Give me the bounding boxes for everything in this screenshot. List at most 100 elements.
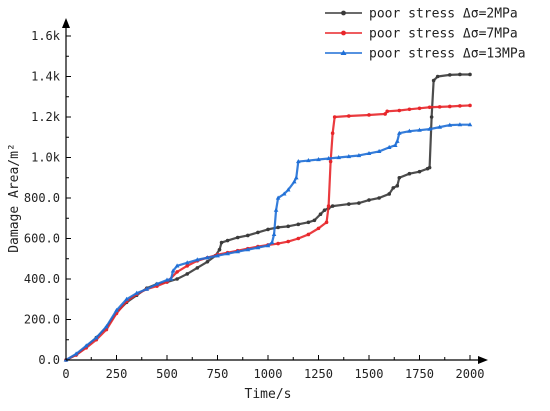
data-point — [225, 251, 230, 256]
data-point — [386, 144, 392, 149]
data-point — [175, 277, 179, 281]
data-point — [366, 150, 372, 156]
data-point — [281, 191, 287, 196]
legend-label: poor stress Δσ=2MPa — [369, 7, 518, 22]
series-1 — [64, 72, 472, 362]
data-point — [104, 324, 109, 329]
x-tick-label: 500 — [156, 367, 178, 381]
data-point — [286, 239, 291, 244]
data-point — [427, 105, 432, 110]
ticks-layer: 0 250 500 750 1000 1250 1500 1750 2000 0.0 200.0 40… — [24, 29, 485, 381]
y-axis-label: Damage Area/m² — [7, 143, 22, 253]
x-axis-label: Time/s — [245, 387, 292, 402]
data-point — [326, 156, 331, 161]
data-point — [435, 74, 440, 79]
data-point — [383, 112, 387, 116]
y-tick-label: 600.0 — [24, 232, 60, 246]
data-point — [306, 158, 311, 163]
data-point — [467, 122, 473, 127]
data-point — [437, 105, 442, 109]
axes-layer — [62, 18, 488, 364]
data-point — [273, 207, 279, 212]
data-point — [306, 232, 311, 237]
data-point — [356, 152, 362, 158]
data-point — [447, 122, 453, 127]
data-point — [458, 72, 462, 77]
series-3 — [63, 122, 473, 362]
data-point — [164, 277, 170, 282]
data-point — [175, 270, 179, 274]
data-point — [347, 114, 351, 118]
data-point — [73, 351, 79, 356]
data-point — [265, 243, 271, 248]
data-point — [347, 202, 351, 206]
y-tick-label: 1.6k — [31, 29, 61, 43]
legend-marker — [341, 30, 346, 36]
data-point — [391, 186, 396, 190]
data-point — [276, 241, 280, 246]
series-2 — [64, 103, 472, 362]
x-tick-label: 1750 — [405, 367, 434, 381]
data-point — [94, 335, 99, 340]
y-tick-label: 1.0k — [31, 151, 61, 165]
data-point — [457, 122, 463, 127]
data-point — [392, 142, 398, 147]
series-layer — [63, 72, 473, 362]
data-point — [124, 296, 129, 301]
data-point — [328, 159, 333, 164]
data-point — [291, 179, 297, 184]
data-point — [195, 266, 200, 270]
data-point — [346, 153, 352, 159]
data-point — [235, 249, 240, 254]
data-point — [306, 220, 311, 225]
data-point — [271, 231, 277, 237]
data-point — [83, 343, 89, 348]
data-point — [417, 106, 422, 111]
data-point — [407, 107, 412, 112]
data-point — [385, 109, 389, 114]
x-tick-label: 0 — [62, 367, 69, 381]
data-point — [276, 225, 280, 230]
data-point — [285, 187, 291, 192]
legend-entry-1: poor stress Δσ=2MPa — [325, 7, 518, 22]
data-point — [387, 192, 392, 196]
data-point — [357, 201, 361, 205]
data-point — [397, 130, 402, 135]
y-tick-label: 800.0 — [24, 191, 60, 205]
data-point — [215, 253, 220, 258]
data-point — [256, 230, 260, 235]
x-tick-label: 750 — [207, 367, 229, 381]
legend-entry-2: poor stress Δσ=7MPa — [325, 27, 518, 42]
data-point — [205, 259, 210, 264]
data-point — [376, 148, 382, 154]
data-point — [322, 208, 327, 212]
x-tick-label: 1250 — [304, 367, 333, 381]
data-point — [326, 204, 331, 208]
data-point — [397, 175, 402, 180]
data-point — [184, 260, 190, 265]
data-point — [448, 104, 452, 109]
data-point — [286, 224, 291, 229]
data-point — [154, 281, 160, 286]
data-point — [255, 245, 261, 250]
data-point — [185, 264, 189, 268]
data-point — [377, 196, 381, 200]
data-point — [275, 195, 281, 200]
y-axis-arrow — [62, 18, 70, 28]
data-point — [316, 157, 321, 162]
data-point — [437, 124, 442, 129]
data-point — [417, 127, 422, 132]
data-point — [293, 175, 299, 180]
data-point — [114, 307, 119, 312]
data-point — [185, 272, 189, 276]
data-point — [195, 257, 200, 262]
legend-entry-3: poor stress Δσ=13MPa — [325, 47, 526, 62]
data-point — [429, 115, 434, 119]
data-point — [296, 159, 301, 164]
data-point — [296, 222, 301, 227]
x-tick-label: 2000 — [456, 367, 485, 381]
data-point — [330, 131, 335, 135]
data-point — [367, 198, 371, 202]
data-point — [407, 128, 412, 133]
legend-marker — [341, 10, 346, 16]
